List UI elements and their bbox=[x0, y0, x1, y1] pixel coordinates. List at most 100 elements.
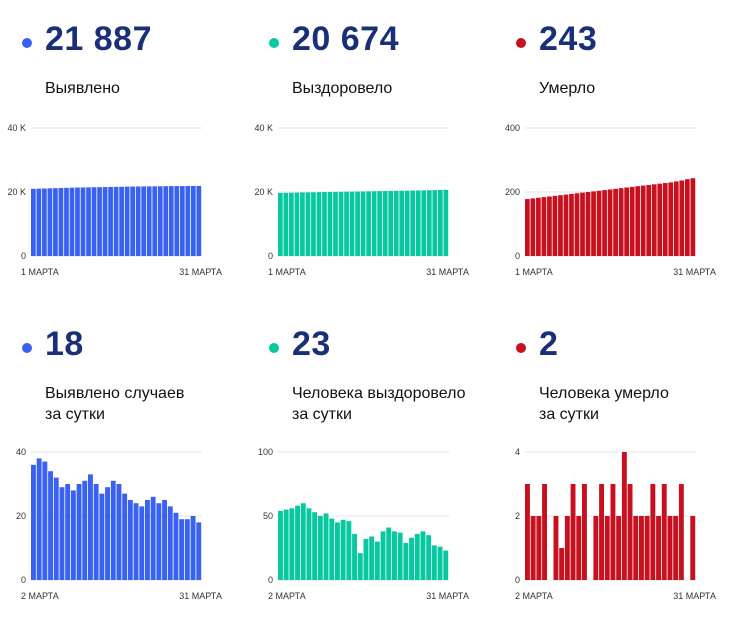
bar bbox=[640, 185, 646, 256]
bar bbox=[323, 513, 329, 580]
bar bbox=[167, 506, 173, 580]
x-end-label: 31 МАРТА bbox=[673, 267, 716, 277]
bar bbox=[426, 535, 432, 580]
bar bbox=[130, 186, 136, 256]
bar bbox=[536, 197, 541, 256]
bar bbox=[415, 190, 421, 256]
detected-daily-chart: 0 20 40 2 МАРТА 31 МАРТА bbox=[16, 447, 222, 601]
bar bbox=[300, 503, 306, 580]
bar bbox=[621, 452, 627, 580]
bar bbox=[576, 516, 582, 580]
bar bbox=[156, 503, 162, 580]
recovered-daily-chart: 0 50 100 2 МАРТА 31 МАРТА bbox=[258, 447, 469, 601]
bar bbox=[105, 487, 110, 580]
bar bbox=[530, 516, 536, 580]
bar bbox=[99, 493, 105, 580]
bar bbox=[542, 484, 547, 580]
bar bbox=[76, 484, 82, 580]
bar bbox=[369, 536, 375, 580]
bar bbox=[162, 500, 167, 580]
bar bbox=[386, 527, 392, 580]
bar bbox=[420, 531, 426, 580]
y-tick-label: 40 K bbox=[7, 123, 26, 133]
detected-total-chart: 0 20 K 40 K 1 МАРТА 31 МАРТА bbox=[7, 123, 222, 277]
bar bbox=[139, 506, 145, 580]
bar bbox=[360, 191, 366, 256]
bar bbox=[596, 190, 602, 256]
bar bbox=[80, 187, 86, 256]
bar bbox=[322, 192, 327, 256]
bar bbox=[173, 512, 179, 580]
bar bbox=[82, 480, 88, 580]
x-start-label: 2 МАРТА bbox=[515, 591, 553, 601]
bar bbox=[564, 516, 570, 580]
bar bbox=[421, 190, 427, 256]
bar bbox=[352, 533, 357, 580]
x-start-label: 1 МАРТА bbox=[515, 267, 553, 277]
bar bbox=[53, 477, 59, 580]
blue-dot-icon bbox=[22, 38, 32, 48]
bar bbox=[179, 519, 185, 580]
bar bbox=[124, 186, 130, 256]
x-end-label: 31 МАРТА bbox=[426, 267, 469, 277]
bar bbox=[150, 496, 156, 580]
bar bbox=[627, 484, 633, 580]
bar bbox=[443, 550, 449, 580]
bar bbox=[553, 516, 559, 580]
bar bbox=[629, 186, 635, 256]
bar bbox=[366, 191, 371, 256]
y-tick-label: 20 K bbox=[254, 187, 273, 197]
bar bbox=[656, 516, 661, 580]
panel-detected-total: 21 887 Выявлено 0 20 K 40 K 1 МАРТА 31 МАРТА bbox=[0, 0, 230, 300]
bar bbox=[690, 178, 696, 256]
y-tick-label: 40 K bbox=[254, 123, 273, 133]
bar bbox=[141, 186, 147, 256]
bar bbox=[639, 516, 644, 580]
bar bbox=[525, 199, 530, 256]
bar bbox=[305, 192, 311, 256]
bar bbox=[97, 187, 102, 256]
bar bbox=[602, 190, 607, 256]
bar bbox=[306, 508, 312, 580]
bar bbox=[536, 516, 542, 580]
bar bbox=[317, 516, 323, 580]
bar bbox=[88, 474, 93, 580]
bar bbox=[196, 185, 202, 256]
bar bbox=[47, 188, 53, 256]
bar bbox=[410, 190, 416, 256]
bar bbox=[93, 484, 99, 580]
bar bbox=[404, 190, 410, 256]
bar bbox=[174, 186, 180, 256]
red-dot-icon bbox=[516, 343, 526, 353]
bar bbox=[127, 500, 133, 580]
bar bbox=[525, 484, 530, 580]
recovered-daily-value: 23 bbox=[292, 325, 331, 363]
bar bbox=[633, 516, 639, 580]
bar bbox=[661, 484, 667, 580]
y-tick-label: 0 bbox=[268, 251, 273, 261]
bar bbox=[294, 192, 300, 256]
panel-recovered-total: 20 674 Выздоровело 0 20 K 40 K 1 МАРТА 31 МА… bbox=[247, 0, 477, 300]
x-start-label: 2 МАРТА bbox=[21, 591, 59, 601]
bar bbox=[604, 516, 610, 580]
bar bbox=[146, 186, 152, 256]
bar bbox=[355, 191, 360, 256]
bar bbox=[443, 189, 449, 256]
teal-dot-icon bbox=[269, 38, 279, 48]
bar bbox=[42, 188, 47, 256]
y-tick-label: 50 bbox=[263, 511, 273, 521]
bar bbox=[119, 186, 124, 256]
deaths-total-chart: 0 200 400 1 МАРТА 31 МАРТА bbox=[505, 123, 716, 277]
bar bbox=[179, 186, 185, 256]
bar bbox=[644, 516, 650, 580]
recovered-daily-label-2: за сутки bbox=[292, 406, 352, 423]
bar bbox=[673, 516, 679, 580]
bar bbox=[190, 516, 196, 580]
y-tick-label: 20 bbox=[16, 511, 26, 521]
y-tick-label: 20 K bbox=[7, 187, 26, 197]
detected-daily-value: 18 bbox=[45, 325, 84, 363]
x-start-label: 1 МАРТА bbox=[268, 267, 306, 277]
bar bbox=[110, 480, 116, 580]
bar bbox=[329, 518, 335, 580]
bar bbox=[690, 516, 696, 580]
